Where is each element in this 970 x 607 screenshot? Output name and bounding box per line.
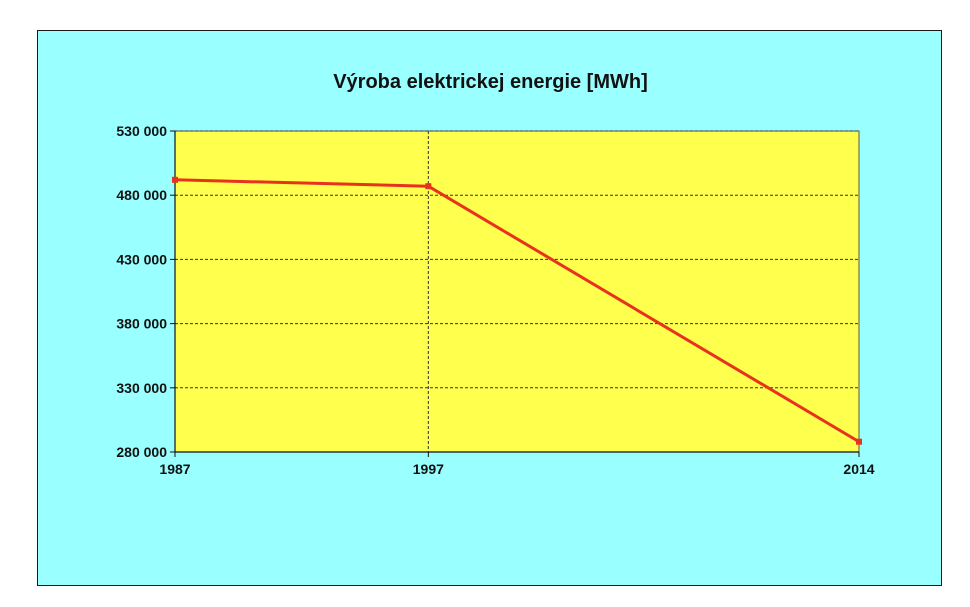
x-tick-label: 1997 xyxy=(413,461,444,477)
plot-background xyxy=(174,130,860,453)
y-tick-label: 530 000 xyxy=(116,123,167,139)
plot-area-svg: 530 000 480 000 430 000 380 000 330 000 280 0… xyxy=(116,123,874,477)
y-tick-label: 330 000 xyxy=(116,380,167,396)
y-tick-label: 480 000 xyxy=(116,187,167,203)
y-tick-label: 430 000 xyxy=(116,251,167,267)
y-tick-label: 380 000 xyxy=(116,316,167,332)
data-point-marker xyxy=(856,438,862,445)
x-tick-label: 1987 xyxy=(159,461,190,477)
data-point-marker xyxy=(425,183,432,190)
data-point-marker xyxy=(172,176,178,183)
chart-frame: Výroba elektrickej energie [MWh] 530 000… xyxy=(37,30,942,586)
y-tick-label: 280 000 xyxy=(116,444,167,460)
x-tick-label: 2014 xyxy=(843,461,874,477)
chart-title: Výroba elektrickej energie [MWh] xyxy=(333,71,648,93)
